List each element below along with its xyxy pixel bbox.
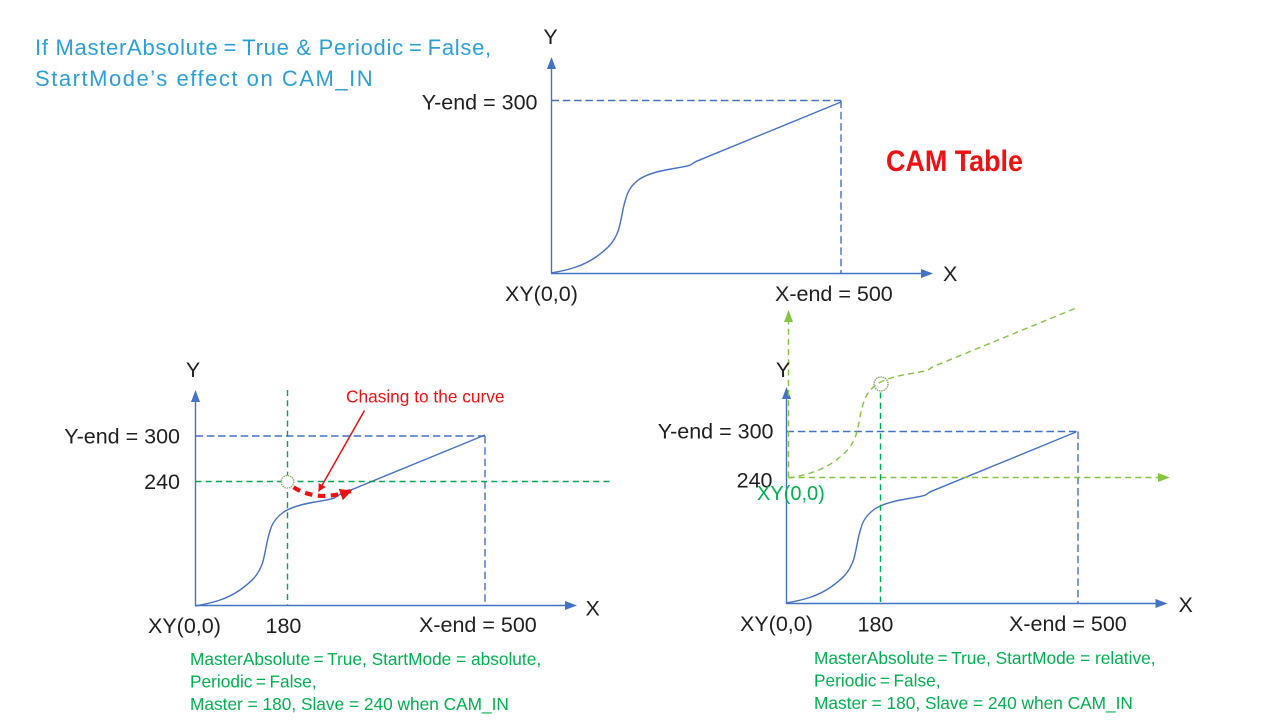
- svg-text:CAM Table: CAM Table: [886, 145, 1023, 178]
- svg-text:X: X: [943, 262, 957, 286]
- svg-text:StartMode’s effect on CAM_IN: StartMode’s effect on CAM_IN: [35, 66, 374, 91]
- svg-text:XY(0,0): XY(0,0): [148, 614, 221, 638]
- svg-text:Master = 180, Slave = 240 when: Master = 180, Slave = 240 when CAM_IN: [814, 693, 1133, 713]
- svg-text:180: 180: [858, 613, 894, 637]
- svg-text:XY(0,0): XY(0,0): [740, 612, 813, 636]
- svg-text:X: X: [586, 597, 600, 621]
- svg-text:X-end = 500: X-end = 500: [1009, 612, 1127, 636]
- svg-text:Periodic = False,: Periodic = False,: [814, 671, 941, 691]
- svg-text:Y: Y: [186, 358, 200, 382]
- svg-text:If MasterAbsolute = True & Per: If MasterAbsolute = True & Periodic = Fa…: [35, 35, 492, 60]
- svg-text:Y-end = 300: Y-end = 300: [422, 91, 538, 115]
- svg-text:Y-end = 300: Y-end = 300: [658, 420, 774, 444]
- svg-text:X-end = 500: X-end = 500: [775, 282, 893, 306]
- svg-text:Y: Y: [543, 25, 557, 49]
- svg-text:MasterAbsolute = True, StartMo: MasterAbsolute = True, StartMode = relat…: [814, 648, 1156, 668]
- svg-text:Master = 180, Slave = 240 when: Master = 180, Slave = 240 when CAM_IN: [190, 694, 509, 714]
- svg-text:Y: Y: [776, 358, 790, 382]
- svg-text:240: 240: [737, 469, 773, 493]
- svg-text:MasterAbsolute = True, StartMo: MasterAbsolute = True, StartMode = absol…: [190, 649, 541, 669]
- svg-text:240: 240: [144, 470, 180, 494]
- svg-text:Periodic = False,: Periodic = False,: [190, 672, 317, 692]
- svg-text:X: X: [1179, 593, 1193, 617]
- svg-text:XY(0,0): XY(0,0): [757, 483, 825, 505]
- svg-text:X-end = 500: X-end = 500: [419, 613, 537, 637]
- svg-text:XY(0,0): XY(0,0): [505, 282, 578, 306]
- svg-text:Chasing to the curve: Chasing to the curve: [346, 387, 505, 407]
- svg-text:Y-end = 300: Y-end = 300: [64, 425, 180, 449]
- svg-text:180: 180: [266, 614, 302, 638]
